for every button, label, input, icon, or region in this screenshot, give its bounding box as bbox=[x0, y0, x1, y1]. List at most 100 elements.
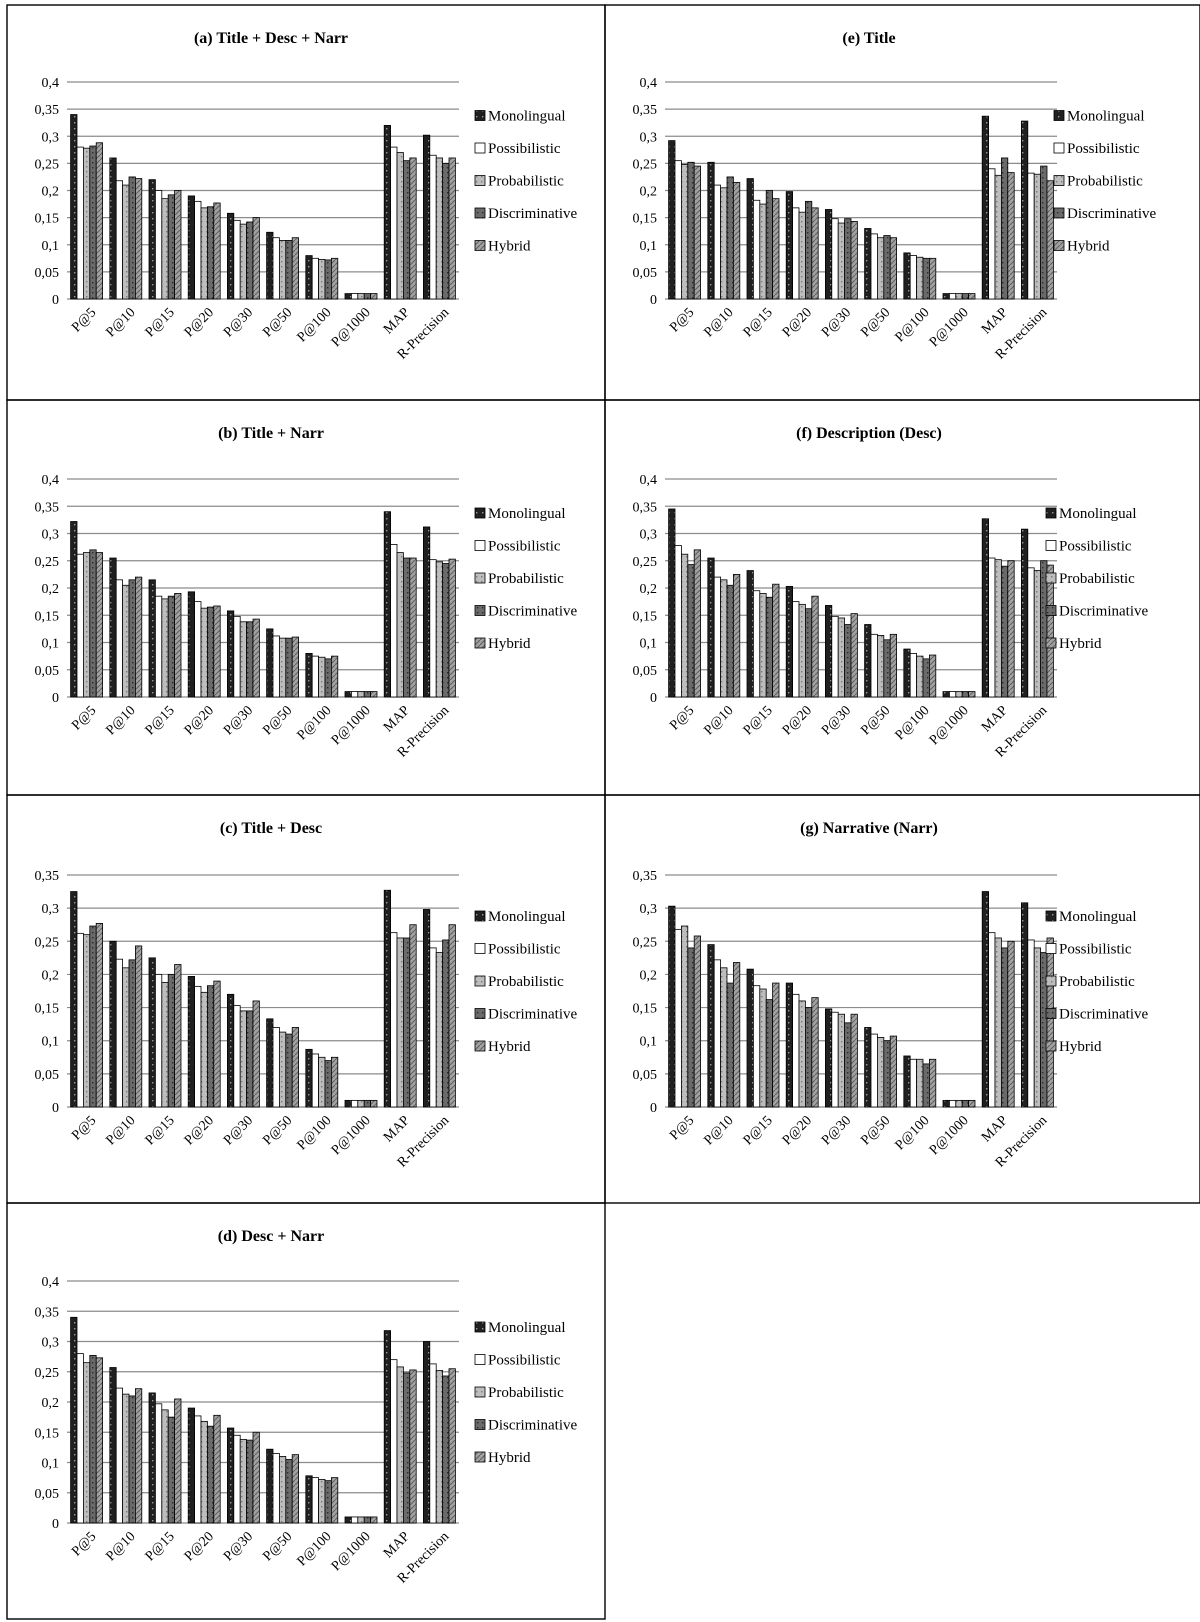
bar-discriminative-p-50 bbox=[285, 1459, 293, 1524]
bar-probabilistic-map bbox=[994, 559, 1002, 698]
bar-monolingual-p-50 bbox=[266, 628, 274, 698]
bar-probabilistic-p-100 bbox=[916, 655, 924, 698]
bar-hybrid-p-50 bbox=[889, 1035, 898, 1108]
x-tick-label: P@1000 bbox=[927, 1113, 972, 1158]
legend-label-hybrid: Hybrid bbox=[1059, 636, 1102, 652]
bar-possibilistic-p-50 bbox=[272, 237, 280, 300]
bar-hybrid-p-10 bbox=[733, 573, 741, 698]
bar-possibilistic-p-15 bbox=[154, 974, 163, 1108]
bar-monolingual-p-15 bbox=[746, 570, 754, 698]
bar-probabilistic-p-1000 bbox=[357, 1516, 365, 1524]
bar-discriminative-p-100 bbox=[922, 658, 930, 698]
bar-monolingual-p-20 bbox=[187, 195, 195, 300]
x-tick-label: P@50 bbox=[260, 305, 295, 340]
chart-panel-a: (a) Title + Desc + Narr 0 0,05 0,1 0,15 0,2 0,… bbox=[6, 4, 606, 401]
x-tick-label: P@15 bbox=[143, 703, 178, 738]
bar-probabilistic-p-30 bbox=[239, 1439, 247, 1524]
legend-swatch-discriminative bbox=[1045, 605, 1057, 616]
bar-probabilistic-p-100 bbox=[318, 258, 326, 300]
x-tick-label: P@1000 bbox=[329, 1113, 374, 1158]
y-tick-label: 0 bbox=[52, 1101, 59, 1116]
bar-monolingual-p-1000 bbox=[344, 1516, 352, 1524]
bar-hybrid-p-15 bbox=[772, 583, 780, 698]
bar-monolingual-r-precision bbox=[1021, 902, 1029, 1108]
legend-label-monolingual: Monolingual bbox=[488, 909, 566, 925]
bar-hybrid-map bbox=[409, 924, 417, 1108]
bar-monolingual-p-1000 bbox=[344, 691, 352, 698]
legend-label-possibilistic: Possibilistic bbox=[488, 1353, 561, 1369]
legend-label-monolingual: Monolingual bbox=[488, 506, 566, 522]
bar-possibilistic-p-5 bbox=[674, 545, 682, 698]
y-tick-label: 0,35 bbox=[35, 103, 60, 118]
bar-monolingual-p-5 bbox=[668, 905, 676, 1108]
y-tick-label: 0,2 bbox=[42, 968, 60, 983]
bar-possibilistic-p-5 bbox=[76, 553, 84, 698]
legend-swatch-hybrid bbox=[1053, 240, 1065, 251]
bar-monolingual-p-100 bbox=[305, 1475, 313, 1524]
legend-label-monolingual: Monolingual bbox=[1059, 909, 1137, 925]
y-tick-label: 0,15 bbox=[35, 1426, 60, 1441]
legend-label-possibilistic: Possibilistic bbox=[1067, 141, 1140, 157]
legend-label-probabilistic: Probabilistic bbox=[488, 1385, 564, 1401]
legend-swatch-possibilistic bbox=[474, 943, 486, 954]
bar-monolingual-p-1000 bbox=[942, 293, 950, 300]
bar-discriminative-p-10 bbox=[128, 579, 136, 698]
bar-hybrid-p-30 bbox=[252, 1000, 260, 1108]
bar-hybrid-r-precision bbox=[1046, 180, 1054, 300]
bar-discriminative-p-50 bbox=[883, 1040, 891, 1108]
y-tick-label: 0,35 bbox=[633, 500, 658, 515]
bar-possibilistic-r-precision bbox=[1027, 567, 1035, 698]
bar-monolingual-p-30 bbox=[825, 605, 833, 698]
bar-hybrid-p-10 bbox=[134, 1388, 143, 1524]
bar-hybrid-p-15 bbox=[174, 593, 182, 698]
legend-swatch-hybrid bbox=[1045, 637, 1057, 649]
bar-probabilistic-p-5 bbox=[83, 552, 91, 698]
bar-discriminative-p-50 bbox=[285, 1033, 293, 1108]
bar-hybrid-p-15 bbox=[174, 964, 182, 1108]
bar-possibilistic-p-20 bbox=[194, 1415, 202, 1524]
x-tick-label: MAP bbox=[381, 703, 413, 735]
legend-label-possibilistic: Possibilistic bbox=[1059, 942, 1132, 958]
bar-probabilistic-p-20 bbox=[200, 207, 208, 300]
y-tick-label: 0,4 bbox=[640, 76, 658, 91]
x-tick-label: P@1000 bbox=[329, 703, 374, 748]
y-tick-label: 0,15 bbox=[35, 609, 60, 624]
bar-monolingual-p-50 bbox=[266, 231, 274, 300]
x-tick-label: P@1000 bbox=[329, 305, 374, 350]
bar-possibilistic-p-20 bbox=[792, 207, 800, 300]
x-tick-label: P@20 bbox=[780, 703, 815, 738]
bar-probabilistic-p-15 bbox=[161, 981, 169, 1108]
bar-possibilistic-r-precision bbox=[1027, 939, 1035, 1108]
bar-hybrid-p-20 bbox=[213, 980, 221, 1108]
legend-swatch-possibilistic bbox=[1053, 142, 1065, 154]
bar-discriminative-r-precision bbox=[442, 162, 450, 300]
x-tick-label: P@10 bbox=[701, 1113, 736, 1148]
bar-hybrid-r-precision bbox=[448, 558, 456, 698]
bar-discriminative-map bbox=[402, 557, 411, 698]
legend-swatch-monolingual bbox=[1053, 110, 1065, 121]
bar-possibilistic-map bbox=[390, 544, 398, 698]
bar-discriminative-p-20 bbox=[805, 1007, 813, 1108]
y-tick-label: 0 bbox=[650, 293, 657, 308]
bar-probabilistic-p-20 bbox=[798, 211, 806, 300]
bar-discriminative-r-precision bbox=[442, 939, 450, 1108]
legend-swatch-monolingual bbox=[1045, 507, 1057, 519]
x-tick-label: P@5 bbox=[667, 305, 697, 335]
bar-monolingual-p-10 bbox=[109, 1367, 117, 1524]
bar-possibilistic-p-30 bbox=[233, 219, 241, 300]
legend-swatch-discriminative bbox=[474, 1419, 486, 1430]
x-tick-label: P@50 bbox=[260, 703, 295, 738]
bar-probabilistic-p-10 bbox=[122, 1393, 130, 1524]
legend-label-probabilistic: Probabilistic bbox=[488, 571, 564, 587]
y-tick-label: 0,35 bbox=[35, 1305, 60, 1320]
bar-hybrid-p-50 bbox=[889, 237, 898, 300]
bar-monolingual-p-5 bbox=[668, 508, 676, 698]
legend-label-discriminative: Discriminative bbox=[1059, 1007, 1148, 1023]
bar-probabilistic-r-precision bbox=[1033, 570, 1041, 698]
bar-hybrid-map bbox=[409, 1369, 417, 1524]
legend-label-possibilistic: Possibilistic bbox=[1059, 539, 1132, 555]
bar-discriminative-p-15 bbox=[765, 999, 774, 1108]
bar-monolingual-p-30 bbox=[226, 610, 235, 698]
y-tick-label: 0,4 bbox=[640, 473, 658, 488]
bar-hybrid-p-10 bbox=[733, 962, 741, 1108]
